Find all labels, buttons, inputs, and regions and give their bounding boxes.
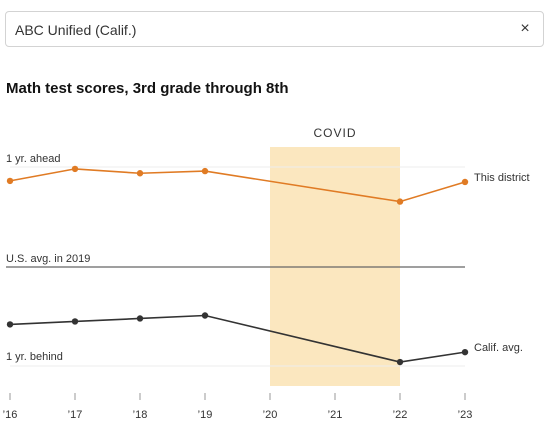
x-tick-label: ’20 <box>263 409 278 421</box>
data-point <box>72 318 78 324</box>
x-tick-label: ’23 <box>458 409 473 421</box>
data-point <box>397 198 403 204</box>
covid-label: COVID <box>313 126 356 140</box>
data-point <box>7 321 13 327</box>
y-label-top: 1 yr. ahead <box>6 153 60 165</box>
y-label-bottom: 1 yr. behind <box>6 351 63 363</box>
x-tick-label: ’16 <box>3 409 18 421</box>
data-point <box>202 312 208 318</box>
x-tick-label: ’21 <box>328 409 343 421</box>
series-label: This district <box>474 172 530 184</box>
data-point <box>137 315 143 321</box>
x-tick-label: ’22 <box>393 409 408 421</box>
data-point <box>72 166 78 172</box>
x-tick-label: ’18 <box>133 409 148 421</box>
data-point <box>202 168 208 174</box>
data-point <box>137 170 143 176</box>
y-label-reference: U.S. avg. in 2019 <box>6 253 90 265</box>
data-point <box>397 359 403 365</box>
data-point <box>462 179 468 185</box>
data-point <box>7 178 13 184</box>
x-tick-label: ’17 <box>68 409 83 421</box>
x-tick-label: ’19 <box>198 409 213 421</box>
data-point <box>462 349 468 355</box>
series-label: Calif. avg. <box>474 342 523 354</box>
